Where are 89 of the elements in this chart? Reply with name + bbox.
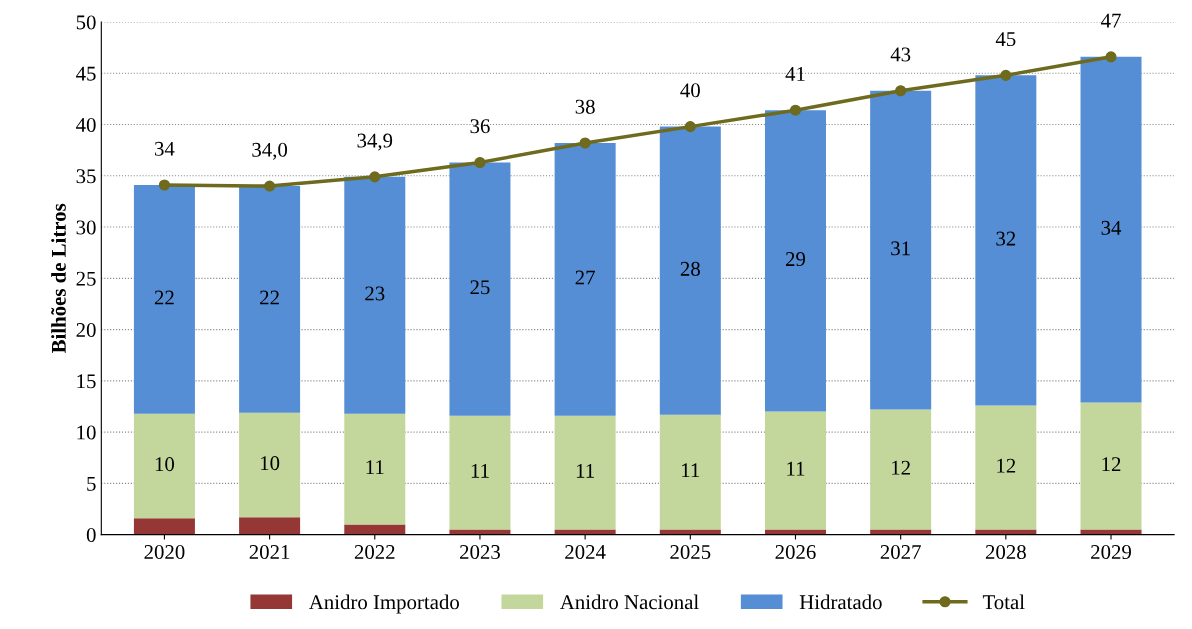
point xyxy=(474,156,486,169)
data-label: 11 xyxy=(787,461,805,476)
data-label: 12 xyxy=(1102,457,1121,471)
bar xyxy=(554,143,616,416)
bar xyxy=(239,517,301,535)
bar xyxy=(449,162,511,416)
data-label: 47 xyxy=(1101,13,1121,28)
bar xyxy=(870,409,932,530)
y-tick-label: 35 xyxy=(76,169,96,184)
x-tick-label: 2025 xyxy=(670,544,711,560)
data-label: 22 xyxy=(154,290,174,305)
bar xyxy=(1080,56,1142,403)
bar xyxy=(975,75,1037,406)
data-label: 34 xyxy=(1101,220,1122,235)
data-label: 41 xyxy=(785,67,805,81)
data-label: 43 xyxy=(890,47,911,62)
y-tick-label: 50 xyxy=(76,15,96,30)
y-tick-label: 5 xyxy=(87,476,96,491)
y-tick-label: 40 xyxy=(76,117,96,132)
data-label: 10 xyxy=(261,456,280,471)
point xyxy=(1105,51,1117,63)
bar xyxy=(344,176,406,414)
bar xyxy=(344,413,406,525)
bar xyxy=(133,185,195,414)
data-label: 34 xyxy=(155,141,175,156)
data-label: 38 xyxy=(575,99,595,114)
x-tick-label: 2023 xyxy=(460,544,500,560)
point xyxy=(895,85,907,97)
x-tick-label: 2022 xyxy=(354,544,395,560)
bar xyxy=(764,411,826,530)
data-label: 12 xyxy=(997,458,1016,473)
data-label: 11 xyxy=(682,463,700,478)
y-tick-label: 10 xyxy=(77,425,96,440)
data-label: 40 xyxy=(680,83,700,98)
bar xyxy=(870,90,932,410)
bar xyxy=(344,524,406,535)
legend-label: Anidro Importado xyxy=(308,594,459,614)
x-tick-label: 2021 xyxy=(249,544,290,560)
y-tick-label: 25 xyxy=(76,271,96,286)
data-label: 34,9 xyxy=(357,133,393,151)
bar xyxy=(133,518,195,535)
data-label: 10 xyxy=(155,457,175,472)
y-tick-label: 15 xyxy=(77,374,96,389)
data-label: 11 xyxy=(366,460,384,475)
x-tick-label: 2024 xyxy=(565,544,606,560)
bar xyxy=(239,412,301,518)
x-tick-label: 2020 xyxy=(144,544,185,560)
bar xyxy=(1080,402,1142,530)
data-label: 12 xyxy=(892,460,910,475)
data-label: 45 xyxy=(995,32,1016,47)
x-tick-label: 2029 xyxy=(1091,544,1131,560)
x-tick-label: 2027 xyxy=(880,544,921,560)
bar xyxy=(239,186,301,413)
bar xyxy=(659,126,721,415)
point xyxy=(1000,69,1012,81)
point xyxy=(789,104,802,116)
data-label: 34,0 xyxy=(252,142,288,160)
legend-label: Anidro Nacional xyxy=(559,594,699,610)
point xyxy=(369,171,381,183)
bar xyxy=(449,415,511,530)
y-tick-label: 0 xyxy=(86,528,96,543)
legend-label: Total xyxy=(982,594,1025,610)
y-tick-label: 30 xyxy=(76,220,96,235)
y-tick-label: 45 xyxy=(76,66,96,81)
legend-label: Hidratado xyxy=(799,594,882,610)
data-label: 22 xyxy=(260,290,279,305)
data-label: 29 xyxy=(785,252,806,267)
y-tick-label: 20 xyxy=(76,322,96,338)
x-tick-label: 2028 xyxy=(985,544,1026,560)
data-label: 25 xyxy=(470,280,490,295)
bar xyxy=(554,415,616,530)
data-label: 11 xyxy=(576,463,594,478)
data-label: 23 xyxy=(365,286,385,301)
point xyxy=(684,121,696,133)
data-label: 31 xyxy=(891,241,910,256)
data-label: 32 xyxy=(996,231,1016,246)
bar xyxy=(659,414,721,530)
point xyxy=(264,180,276,192)
data-label: 28 xyxy=(680,261,700,276)
y-axis-title: Bilhões de Litros xyxy=(51,203,66,354)
data-label: 11 xyxy=(471,463,489,478)
data-label: 27 xyxy=(575,270,595,285)
x-tick-label: 2026 xyxy=(775,544,816,560)
point xyxy=(579,137,591,149)
bar xyxy=(975,405,1037,530)
data-label: 36 xyxy=(470,119,490,134)
bar xyxy=(133,413,195,519)
point xyxy=(158,179,170,191)
bar xyxy=(764,110,826,412)
